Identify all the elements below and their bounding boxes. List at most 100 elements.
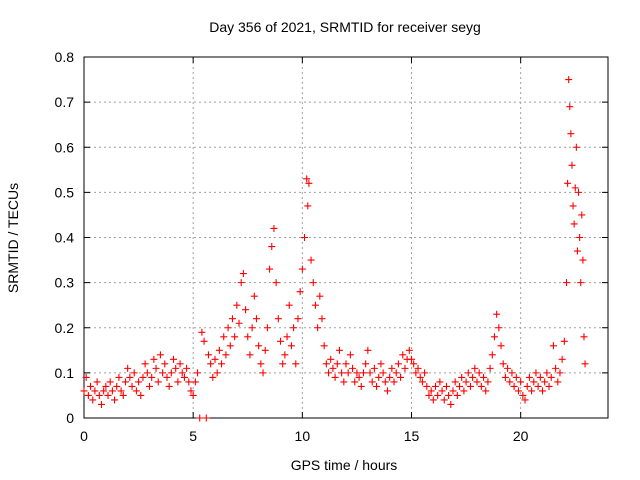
x-tick-label: 10 (295, 428, 311, 444)
data-point (355, 373, 363, 381)
data-point (329, 364, 337, 372)
data-point (126, 373, 134, 381)
data-point (432, 382, 440, 390)
data-point (375, 373, 383, 381)
data-point (104, 391, 112, 399)
data-point (309, 279, 317, 287)
data-point (506, 378, 514, 386)
data-point (566, 103, 574, 111)
y-tick-label: 0 (66, 410, 74, 426)
data-point (462, 378, 470, 386)
data-point (187, 387, 195, 395)
data-point (434, 391, 442, 399)
data-point (440, 396, 448, 404)
y-tick-label: 0.8 (55, 49, 75, 65)
data-point (331, 373, 339, 381)
data-point (414, 364, 422, 372)
data-point (368, 378, 376, 386)
data-point (111, 396, 119, 404)
data-point (543, 369, 551, 377)
data-point (263, 324, 271, 332)
data-point (576, 234, 584, 241)
data-point (255, 342, 263, 350)
data-point (536, 373, 544, 381)
data-point (545, 382, 553, 390)
data-point (272, 279, 280, 287)
data-point (270, 224, 278, 232)
data-point (373, 382, 381, 390)
data-point (146, 382, 153, 390)
data-point (456, 382, 464, 390)
data-point (259, 369, 267, 377)
data-point (530, 378, 538, 386)
data-point (178, 369, 186, 377)
data-point (554, 378, 562, 386)
data-point (119, 391, 127, 399)
data-point (165, 382, 173, 390)
data-point (215, 346, 223, 354)
data-point (338, 369, 346, 377)
data-point (285, 301, 293, 309)
data-point (581, 360, 589, 368)
data-point (464, 369, 472, 377)
data-point (176, 360, 184, 368)
data-point (307, 256, 315, 264)
data-point (477, 382, 485, 390)
data-point (484, 378, 492, 386)
data-point (497, 342, 505, 350)
data-point (399, 351, 407, 359)
data-point (91, 387, 99, 395)
data-point (218, 360, 226, 368)
data-point (349, 364, 357, 372)
data-point (335, 346, 343, 354)
y-tick-label: 0.5 (55, 184, 75, 200)
data-point (563, 279, 571, 287)
data-point (388, 364, 396, 372)
data-point (397, 373, 405, 381)
y-axis-label: SRMTID / TECUs (5, 183, 21, 293)
data-point (521, 396, 529, 404)
data-point (445, 391, 453, 399)
data-point (97, 400, 105, 408)
data-point (421, 369, 429, 377)
data-point (482, 387, 490, 395)
data-point (429, 396, 437, 404)
data-point (386, 373, 394, 381)
data-point (139, 373, 147, 381)
data-point (451, 378, 459, 386)
data-point (565, 76, 573, 84)
data-point (311, 301, 319, 309)
y-tick-label: 0.1 (55, 365, 75, 381)
x-tick-label: 20 (513, 428, 529, 444)
data-point (196, 414, 204, 422)
data-point (359, 369, 367, 377)
data-point (224, 324, 232, 332)
data-point (362, 360, 370, 368)
data-point (283, 333, 291, 341)
data-point (528, 387, 536, 395)
data-point (547, 373, 555, 381)
data-point (322, 360, 330, 368)
data-point (257, 360, 265, 368)
data-point (172, 364, 180, 372)
data-point (580, 333, 588, 341)
data-point (320, 342, 328, 350)
data-point (504, 364, 512, 372)
data-point (84, 391, 92, 399)
data-point (447, 400, 455, 408)
data-point (488, 351, 496, 359)
data-point (287, 342, 295, 350)
data-point (154, 378, 162, 386)
data-point (490, 333, 498, 341)
data-point (519, 391, 527, 399)
data-point (570, 220, 578, 228)
data-point (460, 387, 468, 395)
data-point (466, 382, 474, 390)
data-point (156, 351, 164, 359)
data-point (231, 333, 239, 341)
data-point (423, 382, 431, 390)
data-point (304, 202, 312, 210)
data-point (568, 161, 576, 169)
data-point (340, 378, 348, 386)
data-point (161, 360, 169, 368)
